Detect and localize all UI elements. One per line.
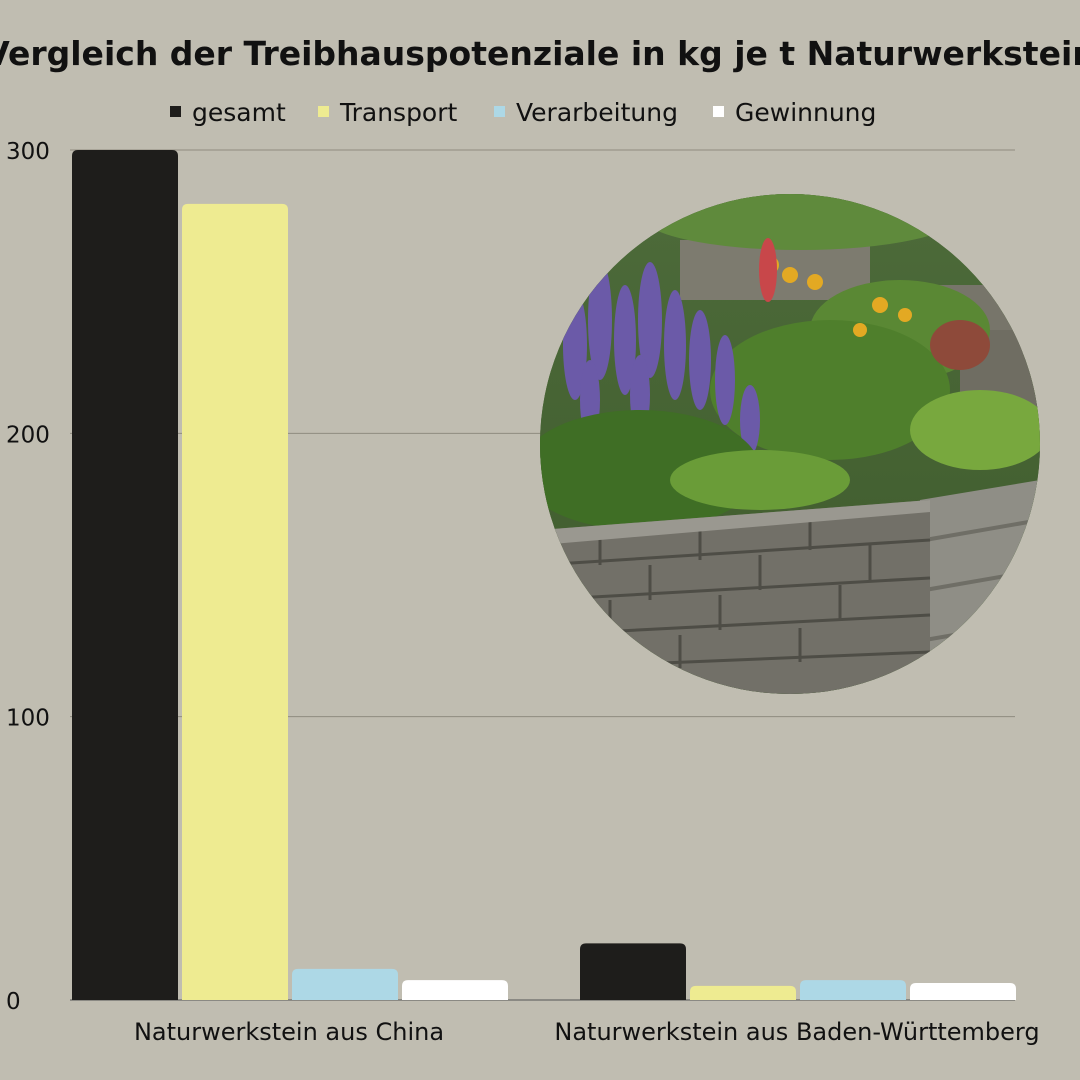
category-label: Naturwerkstein aus Baden-Württemberg xyxy=(554,1018,1039,1046)
legend-label-verarbeitung: Verarbeitung xyxy=(516,98,678,127)
category-labels: Naturwerkstein aus China Naturwerkstein a… xyxy=(134,1018,1040,1046)
y-tick-label: 0 xyxy=(6,989,21,1015)
y-axis-ticks: 0 100 200 300 xyxy=(6,139,50,1015)
bar-transport-1 xyxy=(182,203,288,1001)
bar-gewinnung-2 xyxy=(910,983,1016,1000)
y-tick-label: 300 xyxy=(6,139,50,165)
garden-photo-icon xyxy=(540,194,1040,694)
legend-swatch-gesamt xyxy=(170,106,181,117)
legend: gesamt Transport Verarbeitung Gewinnung xyxy=(170,98,876,127)
legend-swatch-verarbeitung xyxy=(494,106,505,117)
bars xyxy=(72,150,1016,1001)
bar-verarbeitung-2 xyxy=(800,980,906,1000)
y-tick-label: 200 xyxy=(6,422,50,448)
legend-label-transport: Transport xyxy=(339,98,458,127)
legend-swatch-transport xyxy=(318,106,329,117)
chart-title: Vergleich der Treibhauspotenziale in kg … xyxy=(0,34,1080,73)
category-label: Naturwerkstein aus China xyxy=(134,1018,444,1046)
bar-verarbeitung-1 xyxy=(292,968,398,1000)
legend-swatch-gewinnung xyxy=(713,106,724,117)
legend-label-gesamt: gesamt xyxy=(192,98,286,127)
bar-gesamt-1 xyxy=(72,150,178,1000)
bar-transport-2 xyxy=(690,985,796,1000)
bar-gewinnung-1 xyxy=(402,980,508,1000)
y-tick-label: 100 xyxy=(6,706,50,732)
legend-label-gewinnung: Gewinnung xyxy=(735,98,876,127)
bar-gesamt-2 xyxy=(580,943,686,1000)
